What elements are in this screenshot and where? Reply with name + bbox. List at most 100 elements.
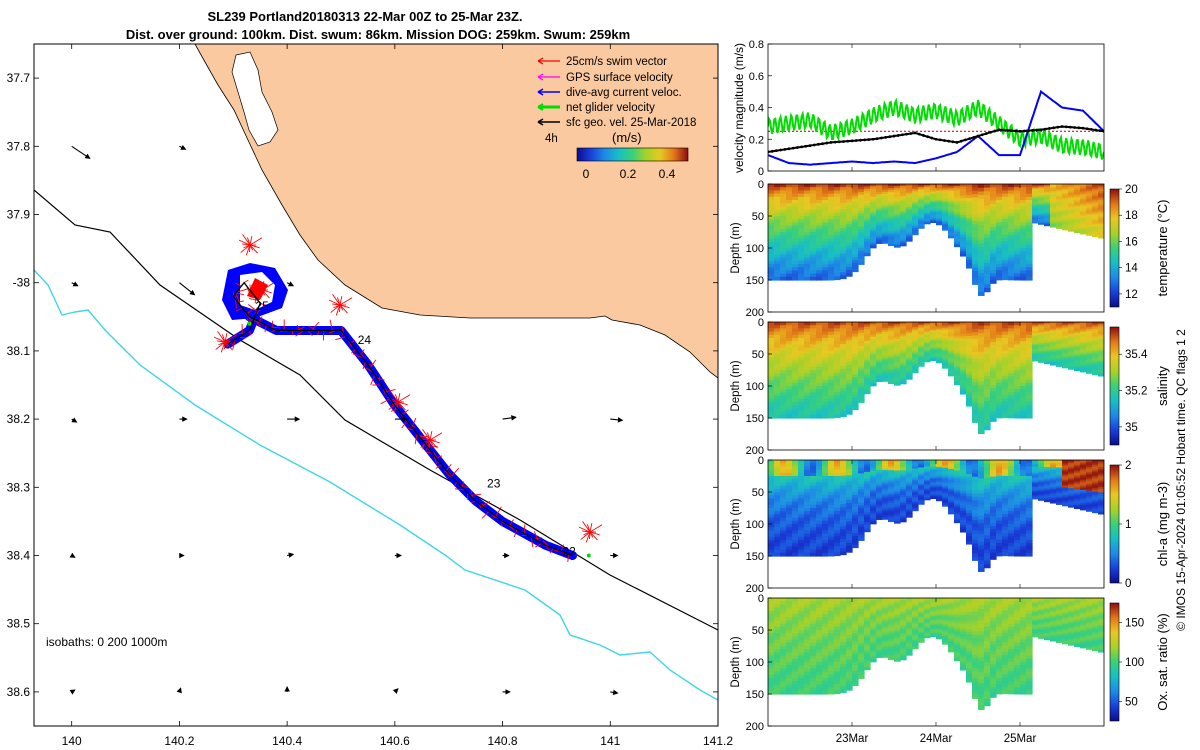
section-cell — [852, 492, 859, 496]
section-cell — [1068, 342, 1075, 345]
section-cell — [972, 486, 979, 491]
section-cell — [1008, 196, 1015, 201]
section-cell — [900, 330, 907, 333]
section-cell — [792, 517, 799, 522]
section-cell — [858, 462, 865, 466]
section-cell — [990, 483, 997, 488]
section-cell — [900, 505, 907, 508]
section-cell — [1098, 329, 1104, 332]
section-cell — [918, 489, 925, 492]
section-cell — [798, 241, 805, 246]
section-cell — [894, 514, 901, 518]
section-cell — [978, 508, 985, 513]
section-cell — [1086, 345, 1093, 349]
section-cell — [954, 334, 961, 338]
section-cell — [942, 348, 949, 351]
map-colorbar-tick-0.4: 0.4 — [659, 167, 676, 181]
section-cell — [1098, 370, 1104, 373]
section-cell — [948, 510, 955, 513]
section-cell — [870, 188, 877, 191]
section-cell — [840, 369, 847, 374]
section-cell — [804, 373, 811, 377]
section-cell — [918, 192, 925, 195]
section-cell — [912, 209, 919, 212]
section-cell — [834, 510, 841, 515]
section-cell — [960, 193, 967, 197]
section-cell — [774, 325, 781, 329]
section-cell — [870, 196, 877, 200]
net-velocity-marker — [247, 321, 252, 326]
section-cell — [846, 395, 853, 400]
section-cell — [978, 537, 985, 543]
section-cell — [930, 336, 937, 338]
section-cell — [870, 360, 877, 363]
section-cell — [906, 212, 913, 216]
section-cell — [960, 464, 967, 468]
section-cell — [954, 234, 961, 237]
section-cell — [1068, 354, 1075, 358]
section-cell — [1092, 199, 1099, 203]
section-cell — [954, 464, 961, 467]
section-cell — [960, 517, 967, 521]
section-cell — [900, 192, 907, 195]
section-cell — [804, 247, 811, 252]
section-cell — [882, 491, 889, 495]
section-cell — [810, 536, 817, 541]
section-cell — [768, 187, 775, 191]
section-cell — [870, 220, 877, 223]
section-cell — [876, 227, 883, 231]
section-cell — [900, 216, 907, 220]
section-cell — [864, 507, 871, 511]
section-cell — [1044, 362, 1051, 365]
section-cell — [906, 501, 913, 505]
section-cell — [954, 503, 961, 507]
section-cell — [1008, 379, 1015, 384]
section-cell — [828, 472, 835, 477]
section-cell — [1092, 229, 1099, 232]
section-cell — [912, 492, 919, 495]
section-cell — [924, 489, 931, 492]
section-cell — [786, 466, 793, 471]
section-cell — [930, 484, 937, 487]
swim-vector — [391, 401, 399, 406]
section-cell — [930, 195, 937, 198]
section-cell — [966, 529, 973, 534]
section-cell — [882, 359, 889, 363]
section-cell — [1002, 215, 1009, 220]
section-cell — [1008, 331, 1015, 336]
section-cell — [996, 206, 1003, 211]
section-cell — [972, 184, 979, 188]
section-cell — [816, 405, 823, 409]
section-cell — [918, 198, 925, 201]
section-cell — [804, 273, 811, 278]
swim-vector — [589, 531, 600, 536]
section-cell — [792, 379, 799, 384]
section-cell — [924, 325, 931, 328]
section-cell — [1056, 223, 1063, 226]
section-cell — [1068, 215, 1075, 218]
section-cell — [900, 239, 907, 243]
section-cell — [864, 338, 871, 342]
section-cell — [954, 231, 961, 235]
section-cell — [798, 463, 805, 467]
section-cell — [822, 360, 829, 365]
section-cell — [846, 515, 853, 519]
section-cell — [1080, 326, 1087, 330]
section-cell — [1050, 359, 1057, 362]
section-cell — [882, 377, 889, 380]
section-cell — [1020, 382, 1027, 387]
section-cell — [1020, 357, 1027, 361]
section-cell — [1008, 276, 1015, 281]
section-cell — [978, 322, 985, 327]
section-cell — [1068, 348, 1075, 351]
section-cell — [912, 333, 919, 337]
section-cell — [942, 216, 949, 219]
section-cell — [948, 352, 955, 355]
legend-swim-label: 25cm/s swim vector — [566, 56, 667, 68]
section-cell — [1008, 199, 1015, 204]
section-cell — [1098, 192, 1104, 196]
section-cell — [954, 244, 961, 248]
section-cell — [1068, 322, 1075, 325]
section-cell — [1074, 196, 1081, 200]
